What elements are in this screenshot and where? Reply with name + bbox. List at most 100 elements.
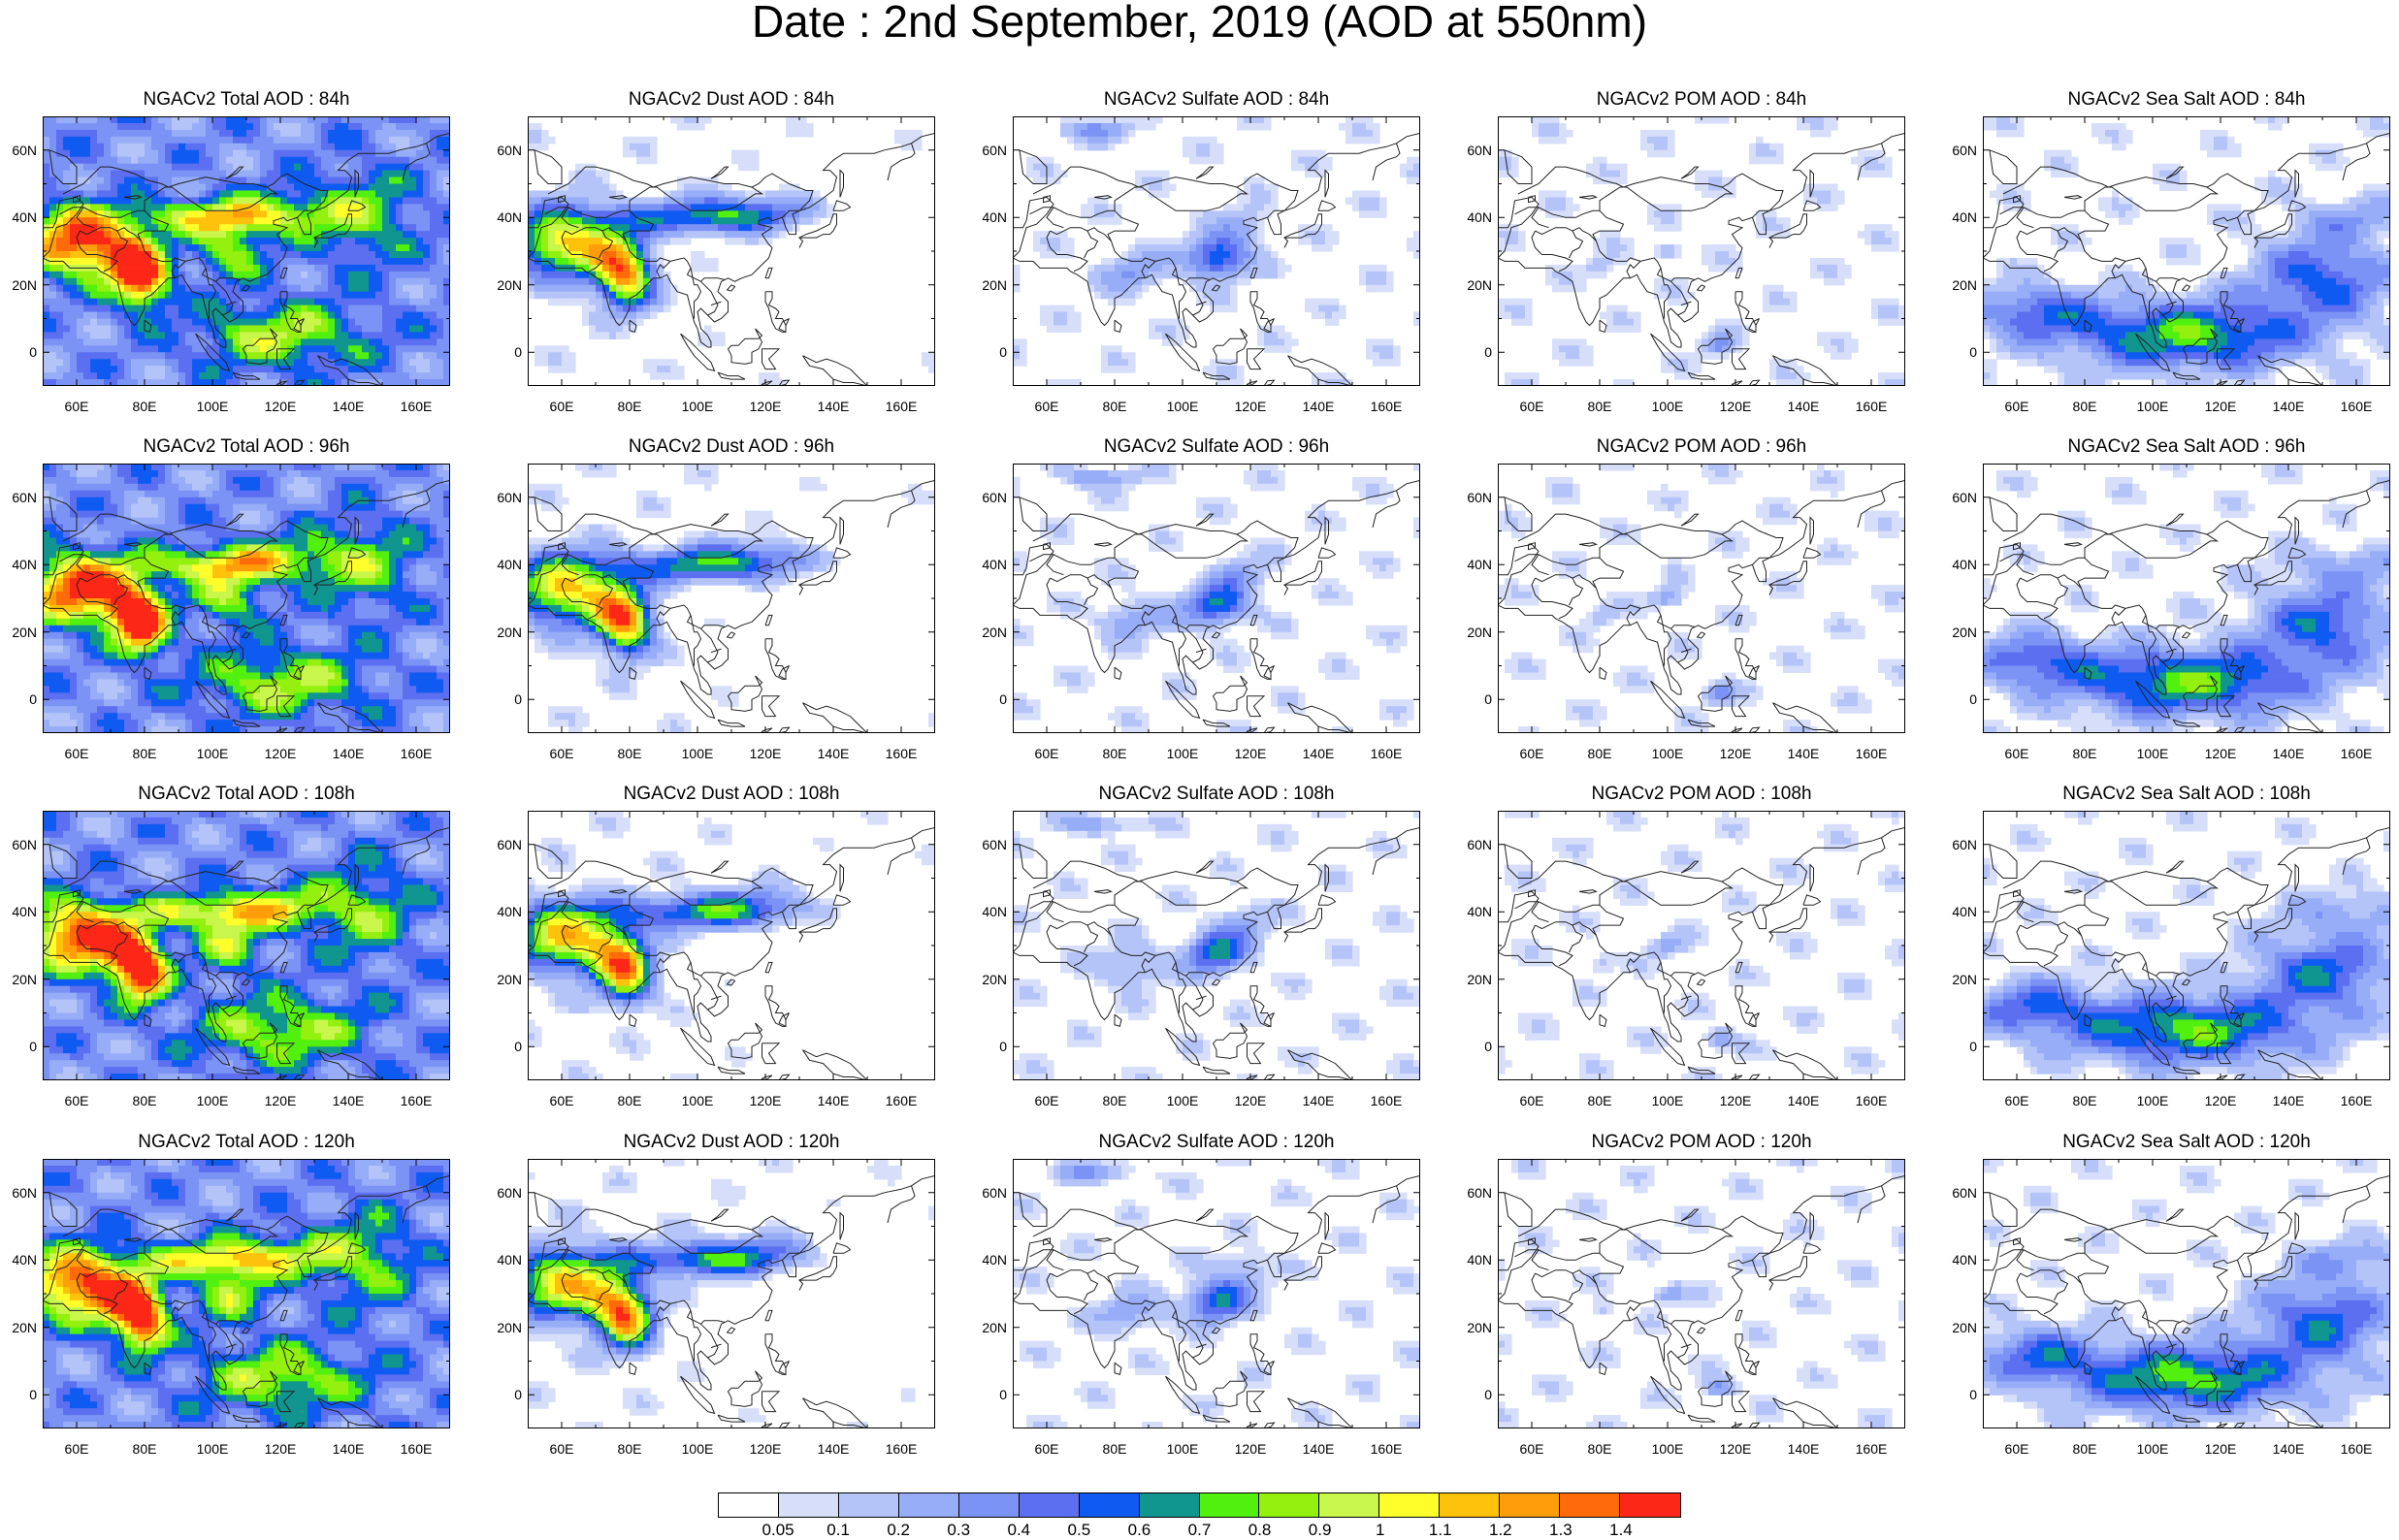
aod-cell (1257, 244, 1265, 252)
aod-cell (294, 251, 302, 259)
aod-cell (596, 210, 603, 218)
aod-cell (1885, 238, 1893, 245)
map-outline (276, 348, 296, 370)
aod-cell (253, 244, 261, 252)
aod-cell (369, 298, 376, 306)
aod-cell (1312, 244, 1319, 252)
aod-cell (382, 298, 390, 306)
aod-cell (124, 264, 132, 273)
aod-cell (49, 197, 57, 205)
aod-cell (1250, 197, 1258, 205)
aod-cell (1142, 277, 1150, 286)
aod-cell (199, 176, 207, 185)
aod-cell (1318, 231, 1326, 239)
aod-cell (1878, 379, 1886, 386)
map-outline (608, 195, 628, 200)
aod-cell (1244, 210, 1251, 218)
aod-cell (178, 359, 186, 367)
aod-cell (280, 311, 288, 320)
aod-cell (1715, 352, 1723, 360)
aod-cell (328, 204, 336, 211)
aod-cell (151, 170, 159, 178)
aod-cell (1013, 352, 1021, 360)
aod-cell (145, 136, 152, 144)
aod-cell (83, 149, 91, 158)
aod-cell (328, 264, 336, 273)
aod-cell (90, 318, 98, 327)
aod-cell (369, 366, 376, 373)
aod-cell (178, 284, 186, 293)
aod-cell (396, 217, 404, 225)
map-outline (690, 268, 702, 319)
aod-cell (267, 204, 275, 211)
aod-cell (206, 332, 213, 339)
aod-cell (246, 163, 254, 172)
aod-cell (287, 359, 295, 367)
aod-cell (362, 156, 370, 165)
aod-cell (555, 366, 563, 373)
aod-cell (416, 224, 424, 232)
aod-cell (1702, 332, 1709, 339)
aod-cell (362, 183, 370, 192)
aod-cell (786, 190, 794, 198)
aod-cell (165, 224, 173, 232)
aod-cell (430, 271, 438, 279)
aod-cell (1060, 231, 1068, 239)
aod-cell (1169, 238, 1177, 245)
aod-cell (430, 210, 438, 218)
aod-cell (1572, 352, 1580, 360)
aod-cell (1101, 277, 1109, 286)
aod-cell (1278, 338, 1285, 346)
aod-cell (1831, 190, 1838, 198)
aod-cell (131, 251, 139, 259)
aod-cell (691, 257, 698, 266)
aod-cell (2343, 156, 2350, 165)
aod-cell (219, 372, 227, 380)
aod-cell (575, 238, 583, 245)
aod-cell (348, 366, 356, 373)
aod-cell (403, 143, 410, 151)
aod-cell (274, 251, 281, 259)
aod-cell (341, 116, 349, 124)
aod-cell (1769, 372, 1777, 380)
aod-cell (1545, 116, 1553, 124)
aod-cell (1386, 284, 1394, 293)
aod-cell (1040, 170, 1048, 178)
aod-cell (2214, 136, 2221, 144)
aod-cell (1216, 305, 1224, 313)
aod-cell (1858, 170, 1865, 178)
aod-cell (375, 136, 383, 144)
aod-cell (396, 277, 404, 286)
aod-cell (1600, 311, 1607, 320)
aod-cell (623, 271, 631, 279)
aod-cell (1654, 129, 1662, 138)
aod-cell (704, 204, 712, 211)
aod-cell (219, 231, 227, 239)
aod-cell (396, 264, 404, 273)
aod-cell (1142, 170, 1150, 178)
aod-cell (1176, 332, 1183, 339)
aod-cell (396, 244, 404, 252)
aod-cell (104, 277, 112, 286)
aod-cell (328, 116, 336, 124)
aod-cell (535, 143, 542, 151)
aod-cell (1094, 116, 1102, 124)
aod-cell (104, 257, 112, 266)
aod-cell (1305, 170, 1313, 178)
aod-cell (1810, 190, 1818, 198)
aod-cell (151, 284, 159, 293)
aod-cell (111, 190, 118, 198)
aod-cell (423, 352, 431, 360)
aod-cell (691, 197, 698, 205)
aod-cell (403, 359, 410, 367)
aod-cell (1237, 264, 1245, 273)
aod-cell (1216, 257, 1224, 266)
aod-cell (111, 257, 118, 266)
aod-cell (1264, 197, 1272, 205)
aod-cell (375, 332, 383, 339)
map-outline (1324, 169, 1329, 198)
aod-cell (199, 277, 207, 286)
aod-cell (226, 352, 234, 360)
aod-cell (287, 217, 295, 225)
aod-cell (1325, 163, 1333, 172)
